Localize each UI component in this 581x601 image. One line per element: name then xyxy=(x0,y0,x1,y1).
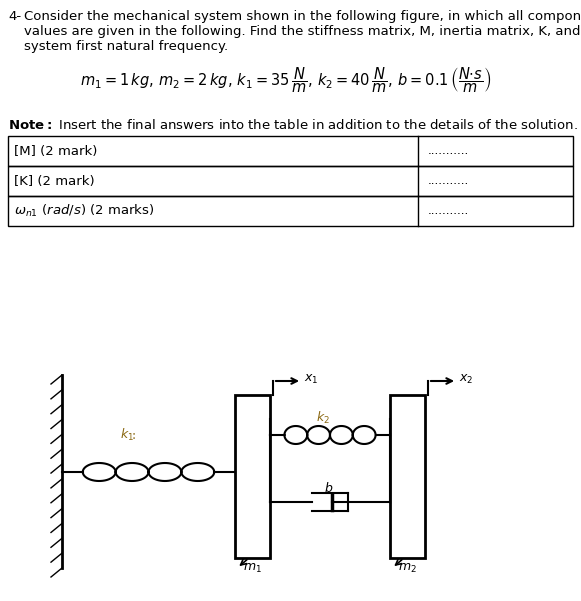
Bar xyxy=(390,395,425,558)
Text: 4-: 4- xyxy=(8,10,21,23)
Text: [M] (2 mark): [M] (2 mark) xyxy=(14,144,98,157)
Text: $b$: $b$ xyxy=(324,481,333,495)
Bar xyxy=(8,196,573,226)
Text: $m_2$: $m_2$ xyxy=(398,562,417,575)
Bar xyxy=(8,136,573,166)
Text: $x_2$: $x_2$ xyxy=(459,373,474,386)
Text: $\omega_{n1}\ \mathit{(rad/s)}$ (2 marks): $\omega_{n1}\ \mathit{(rad/s)}$ (2 marks… xyxy=(14,203,155,219)
Text: $x_1$: $x_1$ xyxy=(304,373,318,386)
Text: $m_1$: $m_1$ xyxy=(243,562,262,575)
Text: ...........: ........... xyxy=(428,174,469,188)
Text: $m_1 = 1\,kg,\,m_2 = 2\,kg,\,k_1 = 35\,\dfrac{N}{m},\,k_2 = 40\,\dfrac{N}{m},\,b: $m_1 = 1\,kg,\,m_2 = 2\,kg,\,k_1 = 35\,\… xyxy=(80,65,491,94)
Text: ...........: ........... xyxy=(428,204,469,218)
Text: Consider the mechanical system shown in the following figure, in which all compo: Consider the mechanical system shown in … xyxy=(24,10,581,23)
Text: $k_1$: $k_1$ xyxy=(120,427,134,443)
Text: values are given in the following. Find the stiffness matrix, M, inertia matrix,: values are given in the following. Find … xyxy=(24,25,581,38)
Text: :: : xyxy=(132,429,136,442)
Text: $\mathbf{Note:}$ Insert the final answers into the table in addition to the deta: $\mathbf{Note:}$ Insert the final answer… xyxy=(8,118,578,132)
Bar xyxy=(235,395,270,558)
Text: [K] (2 mark): [K] (2 mark) xyxy=(14,174,95,188)
Text: $k_2$: $k_2$ xyxy=(316,410,330,426)
Text: system first natural frequency.: system first natural frequency. xyxy=(24,40,228,53)
Bar xyxy=(8,166,573,196)
Text: ...........: ........... xyxy=(428,144,469,157)
